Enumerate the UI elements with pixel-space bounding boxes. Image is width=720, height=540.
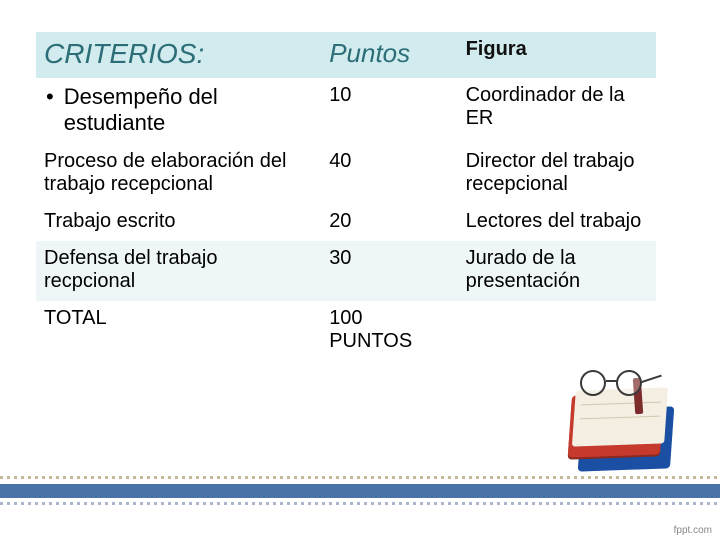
figura-cell (458, 301, 656, 361)
puntos-cell: 20 (321, 204, 457, 241)
header-figura-text: Figura (466, 38, 527, 60)
table-header-row: CRITERIOS: Puntos Figura (36, 32, 656, 78)
table-row: Defensa del trabajo recpcional30Jurado d… (36, 241, 656, 301)
header-puntos: Puntos (321, 32, 457, 78)
header-criterios-text: CRITERIOS: (44, 38, 204, 69)
table-row: Proceso de elaboración del trabajo recep… (36, 144, 656, 204)
puntos-cell: 40 (321, 144, 457, 204)
criterio-cell: Defensa del trabajo recpcional (36, 241, 321, 301)
table-row: •Desempeño del estudiante10Coordinador d… (36, 78, 656, 144)
stripe-mid-solid (0, 484, 720, 498)
puntos-cell: 100 PUNTOS (321, 301, 457, 361)
figura-cell: Jurado de la presentación (458, 241, 656, 301)
criterio-cell: •Desempeño del estudiante (36, 78, 321, 144)
watermark: fppt.com (674, 525, 712, 536)
table-body: •Desempeño del estudiante10Coordinador d… (36, 78, 656, 361)
criterio-cell: Trabajo escrito (36, 204, 321, 241)
criteria-table: CRITERIOS: Puntos Figura •Desempeño del … (36, 32, 656, 361)
header-puntos-text: Puntos (329, 38, 410, 68)
bullet-icon: • (46, 84, 54, 136)
criterio-cell: TOTAL (36, 301, 321, 361)
criterio-text: Desempeño del estudiante (64, 84, 313, 136)
figura-cell: Director del trabajo recepcional (458, 144, 656, 204)
stripe-bot-dashed (0, 502, 720, 505)
header-criterios: CRITERIOS: (36, 32, 321, 78)
table-row: TOTAL100 PUNTOS (36, 301, 656, 361)
glasses-lens-left (580, 370, 606, 396)
glasses-lens-right (616, 370, 642, 396)
criterio-cell: Proceso de elaboración del trabajo recep… (36, 144, 321, 204)
figura-cell: Lectores del trabajo (458, 204, 656, 241)
glasses-icon (576, 370, 656, 400)
glasses-temple (640, 375, 662, 384)
bottom-stripes (0, 476, 720, 512)
criteria-table-container: CRITERIOS: Puntos Figura •Desempeño del … (36, 32, 656, 361)
figura-cell: Coordinador de la ER (458, 78, 656, 144)
puntos-cell: 10 (321, 78, 457, 144)
puntos-cell: 30 (321, 241, 457, 301)
book-illustration (562, 380, 682, 480)
glasses-bridge (606, 380, 618, 382)
header-figura: Figura (458, 32, 656, 78)
table-row: Trabajo escrito20Lectores del trabajo (36, 204, 656, 241)
